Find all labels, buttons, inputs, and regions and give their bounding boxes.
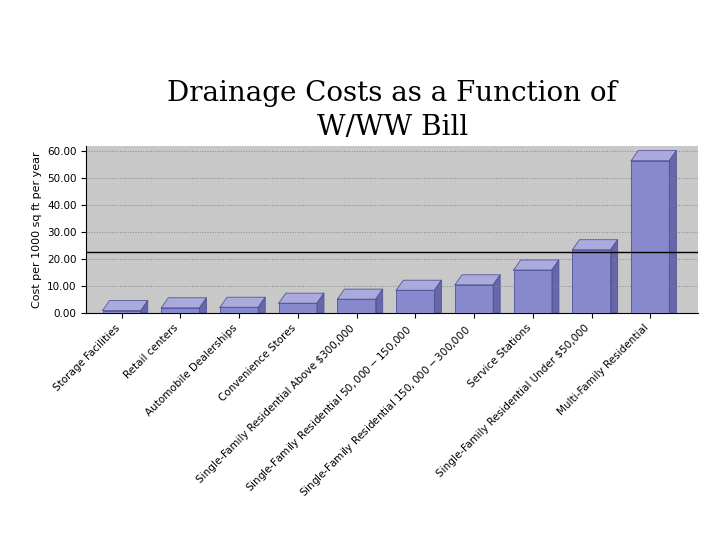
Polygon shape bbox=[338, 299, 376, 313]
Title: Drainage Costs as a Function of
W/WW Bill: Drainage Costs as a Function of W/WW Bil… bbox=[168, 80, 617, 141]
Polygon shape bbox=[513, 260, 559, 270]
Polygon shape bbox=[455, 285, 493, 313]
Polygon shape bbox=[455, 275, 500, 285]
Polygon shape bbox=[513, 270, 552, 313]
Polygon shape bbox=[631, 160, 670, 313]
Polygon shape bbox=[279, 303, 317, 313]
Polygon shape bbox=[161, 298, 207, 308]
Polygon shape bbox=[220, 307, 258, 313]
Polygon shape bbox=[140, 300, 148, 313]
Polygon shape bbox=[258, 297, 265, 313]
Polygon shape bbox=[631, 151, 676, 160]
Polygon shape bbox=[102, 310, 140, 313]
Polygon shape bbox=[434, 280, 441, 313]
Polygon shape bbox=[338, 289, 383, 299]
Polygon shape bbox=[199, 298, 207, 313]
Y-axis label: Cost per 1000 sq ft per year: Cost per 1000 sq ft per year bbox=[32, 151, 42, 308]
Polygon shape bbox=[396, 280, 441, 291]
Polygon shape bbox=[102, 300, 148, 310]
Polygon shape bbox=[552, 260, 559, 313]
Polygon shape bbox=[493, 275, 500, 313]
Polygon shape bbox=[376, 289, 383, 313]
Polygon shape bbox=[279, 293, 324, 303]
Polygon shape bbox=[396, 291, 434, 313]
Polygon shape bbox=[572, 249, 611, 313]
Polygon shape bbox=[317, 293, 324, 313]
Polygon shape bbox=[572, 240, 618, 249]
Polygon shape bbox=[161, 308, 199, 313]
Polygon shape bbox=[220, 297, 265, 307]
Polygon shape bbox=[611, 240, 618, 313]
Polygon shape bbox=[670, 151, 676, 313]
